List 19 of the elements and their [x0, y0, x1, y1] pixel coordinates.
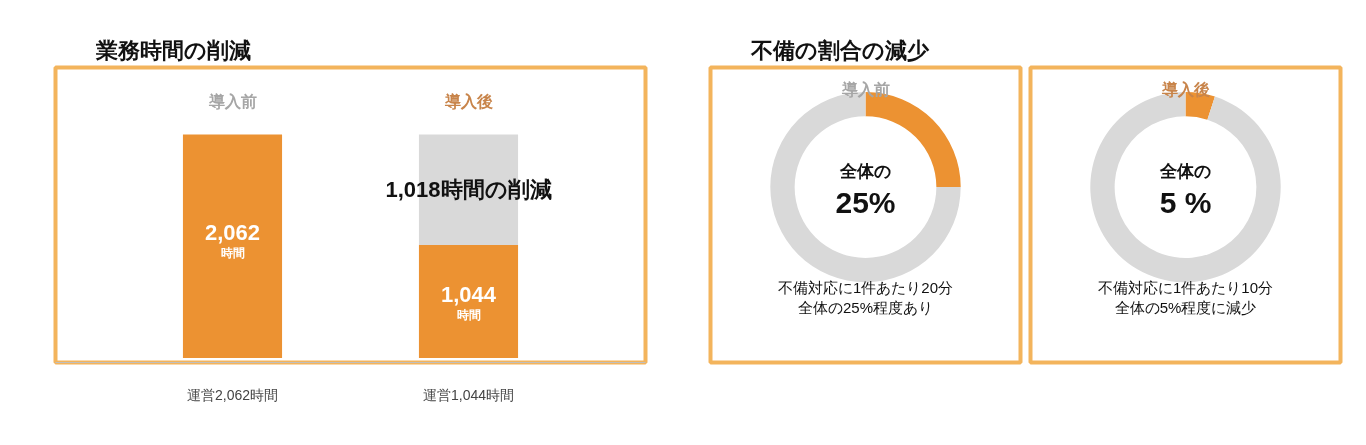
text: 不備対応に1件あたり10分 [1097, 279, 1274, 297]
data-label: 1,044 [440, 282, 497, 308]
text: 25% [835, 185, 896, 219]
annotation: 時間 [456, 307, 481, 322]
data-label: 2,062 [204, 220, 261, 246]
text: 5 % [1159, 185, 1212, 219]
x-tick-label: 運営2,062時間 [186, 386, 279, 403]
text: 不備対応に1件あたり20分 [777, 279, 954, 297]
text: 導入後 [443, 92, 493, 110]
x-tick-label: 運営1,044時間 [422, 386, 515, 403]
chart-title: 不備の割合の減少 [749, 37, 930, 63]
annotation: 時間 [220, 245, 245, 260]
text: 全体の5%程度に減少 [1114, 299, 1257, 317]
chart-title: 業務時間の削減 [94, 37, 251, 63]
text: 導入前 [207, 92, 257, 110]
text: 全体の [1159, 162, 1211, 182]
data-label: 1,018時間の削減 [385, 177, 552, 203]
text: 全体の25%程度あり [797, 299, 934, 317]
text: 全体の [839, 162, 891, 182]
